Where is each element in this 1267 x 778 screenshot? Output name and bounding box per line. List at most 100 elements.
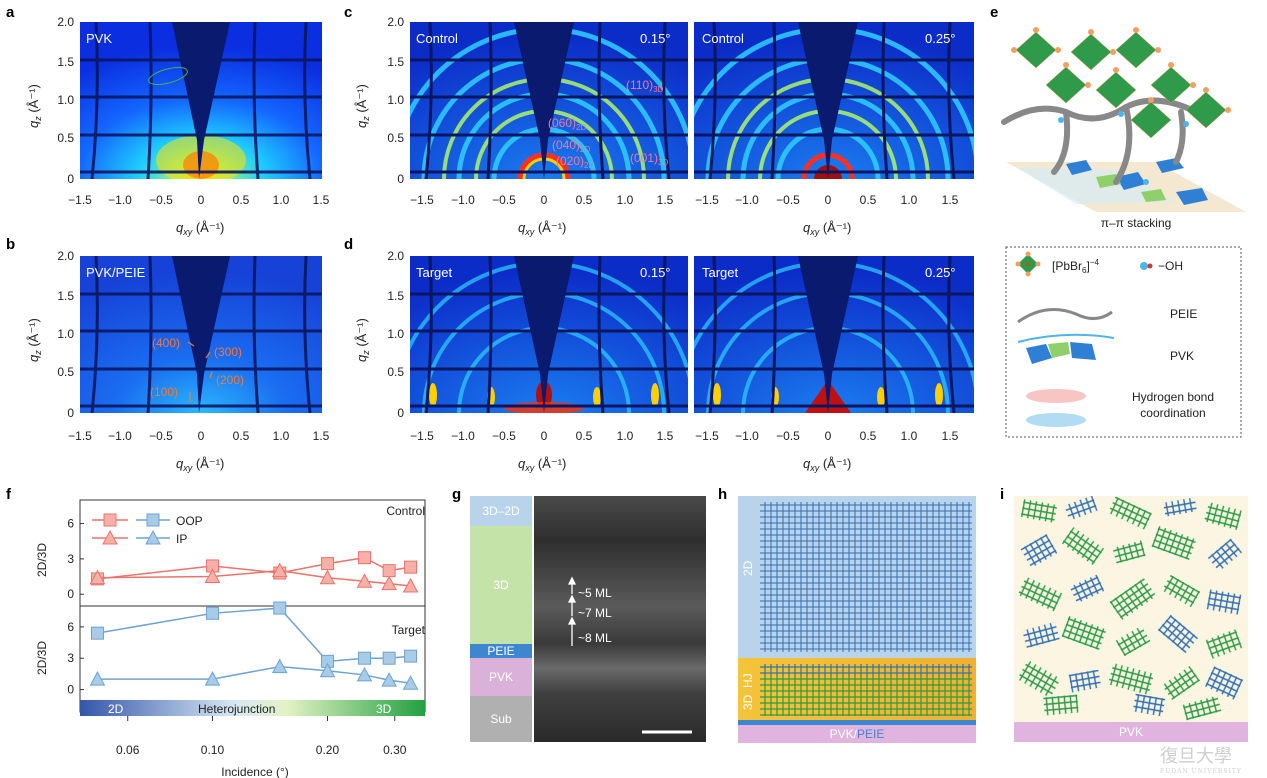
pbbr-octahedron-icon <box>1015 251 1041 277</box>
data-point-oop <box>404 560 418 574</box>
qz-axis-title: qz (Å⁻¹) <box>354 318 371 362</box>
y-tick-label: 0 <box>67 587 74 601</box>
x-tick: −0.5 <box>776 429 800 443</box>
x-tick: 0.5 <box>860 429 877 443</box>
ml-annotation: ~8 ML <box>578 631 612 645</box>
y-tick-label: 3 <box>67 651 74 665</box>
target-label: Target <box>392 623 426 637</box>
panel-d-left-image <box>410 256 688 413</box>
x-tick: −1.0 <box>735 193 759 207</box>
panel-letter-g: g <box>452 486 462 503</box>
f-ylabel-target: 2D/3D <box>35 641 49 675</box>
pvk-label: PVK/ <box>829 727 857 741</box>
panel-b-image <box>80 256 322 413</box>
y-tick: 1.0 <box>387 93 404 107</box>
qxy-axis-title: qxy (Å⁻¹) <box>176 456 224 473</box>
panel-letter-b: b <box>6 236 16 253</box>
y-tick-label: 0 <box>67 683 74 697</box>
y-tick-label: 6 <box>67 620 74 634</box>
ml-annotation: ~5 ML <box>578 586 612 600</box>
x-tick: 0.5 <box>860 193 877 207</box>
x-tick: 1.0 <box>617 429 634 443</box>
panel-f-chart: 2D Heterojunction 3D Control Target OOP … <box>35 499 426 778</box>
y-tick: 2.0 <box>57 249 74 263</box>
x-tick: 1.0 <box>617 193 634 207</box>
x-tick: 1.5 <box>942 429 959 443</box>
y-tick: 2.0 <box>57 15 74 29</box>
data-point-oop <box>358 651 372 665</box>
x-tick: 1.0 <box>901 193 918 207</box>
qxy-axis-title: qxy (Å⁻¹) <box>803 220 851 237</box>
panel-g: 3D–2D 3D PEIE PVK Sub ~5 ML ~7 ML ~8 ML <box>470 496 720 746</box>
data-point-ip <box>381 575 397 591</box>
panel-a-label: PVK <box>86 31 112 46</box>
university-watermark: 復旦大學 FUDAN UNIVERSITY <box>1160 742 1242 775</box>
x-tick: 0 <box>198 429 205 443</box>
y-tick: 1.0 <box>387 327 404 341</box>
layer-sub: Sub <box>470 696 532 742</box>
x-tick: 1.5 <box>942 193 959 207</box>
data-point-ip <box>204 568 221 584</box>
panel-letter-c: c <box>344 4 353 21</box>
panel-c-right-angle: 0.25° <box>925 31 956 46</box>
panel-letter-i: i <box>1000 486 1005 503</box>
ml-annotation: ~7 ML <box>578 606 612 620</box>
y-tick: 0 <box>397 172 404 186</box>
y-tick: 1.5 <box>57 289 74 303</box>
peak-label-110: (110)3D <box>626 78 664 94</box>
x-tick: 0.5 <box>576 429 593 443</box>
panel-d-left-label: Target <box>416 265 453 280</box>
x-tick-label: 0.30 <box>383 743 407 757</box>
peak-label-040: (040)2D <box>552 138 590 154</box>
x-tick: −1.5 <box>68 429 92 443</box>
legend-oop: OOP <box>176 514 203 528</box>
y-tick: 0.5 <box>387 365 404 379</box>
y-tick-label: 6 <box>67 517 74 531</box>
x-tick: 1.0 <box>273 429 290 443</box>
data-point-oop <box>382 564 396 578</box>
x-tick: −0.5 <box>776 193 800 207</box>
gradient-label-2d: 2D <box>108 702 124 716</box>
x-tick: 1.5 <box>313 429 330 443</box>
panel-letter-a: a <box>6 4 15 21</box>
legend-ip: IP <box>176 532 187 546</box>
x-tick: −0.5 <box>492 429 516 443</box>
data-point-ip <box>319 662 336 678</box>
x-tick: −1.0 <box>735 429 759 443</box>
random-crystallites <box>1017 496 1244 721</box>
pi-stacking-label: π–π stacking <box>1101 216 1172 230</box>
y-tick: 1.0 <box>57 327 74 341</box>
x-tick: −0.5 <box>149 193 173 207</box>
data-point-ip <box>356 573 373 588</box>
f-ylabel-control: 2D/3D <box>35 543 49 577</box>
panel-c-left-label: Control <box>416 31 458 46</box>
qz-axis-title: qz (Å⁻¹) <box>26 84 43 128</box>
panel-letter-d: d <box>344 236 354 253</box>
x-tick: 1.0 <box>273 193 290 207</box>
y-tick: 0 <box>397 406 404 420</box>
layer-peie: PEIE <box>470 644 532 658</box>
panel-letter-h: h <box>718 486 728 503</box>
x-tick: −1.0 <box>108 193 132 207</box>
y-tick: 1.5 <box>387 55 404 69</box>
data-point-ip <box>319 569 336 585</box>
data-point-ip <box>356 666 373 682</box>
tem-annotations: ~5 ML ~7 ML ~8 ML <box>567 576 692 734</box>
layer-pvk: PVK <box>470 658 532 696</box>
panel-letter-f: f <box>6 486 11 503</box>
data-point-ip <box>402 675 419 690</box>
y-tick: 0.5 <box>57 131 74 145</box>
x-tick: −0.5 <box>492 193 516 207</box>
panel-c-left-image <box>410 22 688 179</box>
qxy-axis-title: qxy (Å⁻¹) <box>518 220 566 237</box>
data-point-oop <box>404 649 418 663</box>
x-tick: 0.5 <box>233 193 250 207</box>
x-tick-label: 0.20 <box>316 743 340 757</box>
data-point-oop <box>90 626 104 640</box>
x-tick: 0 <box>825 193 832 207</box>
panel-a-image <box>80 22 322 179</box>
x-tick: −0.5 <box>149 429 173 443</box>
x-tick: 0.5 <box>576 193 593 207</box>
y-tick: 1.0 <box>57 93 74 107</box>
legend-box <box>1005 246 1242 438</box>
